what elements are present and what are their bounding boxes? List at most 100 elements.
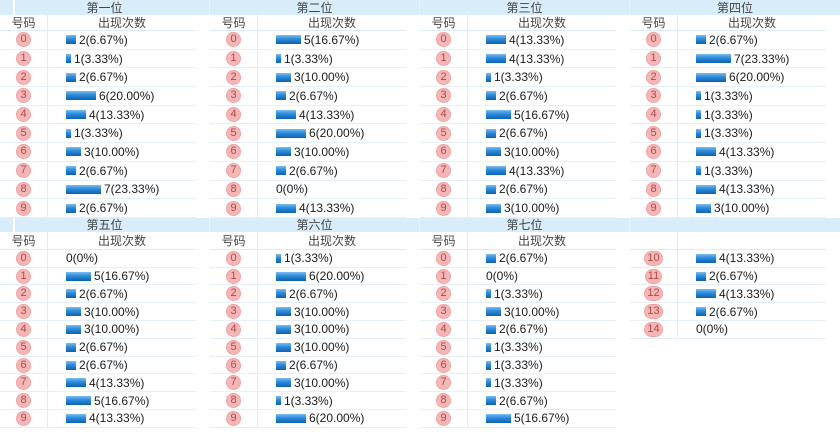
count-cell: 3(10.00%)	[258, 303, 406, 322]
count-label: 2(6.67%)	[709, 269, 758, 284]
count-cell: 1(3.33%)	[258, 50, 406, 69]
count-cell: 6(20.00%)	[258, 268, 406, 286]
number-badge: 7	[16, 375, 31, 391]
frequency-bar	[696, 184, 716, 194]
number-cell: 3	[420, 87, 468, 106]
frequency-bar	[66, 289, 76, 299]
frequency-bar	[276, 128, 306, 138]
number-cell: 7	[210, 374, 258, 393]
number-cell: 3	[210, 303, 258, 322]
count-label: 3(10.00%)	[714, 201, 770, 216]
table-header-row: 号码 出现次数	[210, 15, 420, 31]
count-label: 1(3.33%)	[494, 340, 543, 355]
frequency-bar	[66, 128, 71, 138]
count-cell: 6(20.00%)	[48, 87, 196, 106]
number-cell: 3	[420, 303, 468, 322]
table-row: 7 1(3.33%)	[630, 161, 840, 181]
count-cell: 6(20.00%)	[258, 410, 406, 428]
number-badge: 1	[226, 268, 241, 284]
frequency-table: 号码 出现次数 0 5(16.67%) 1 1(3.33%) 2 3(10.00…	[210, 15, 420, 218]
count-cell: 2(6.67%)	[468, 87, 616, 106]
count-label: 4(13.33%)	[509, 163, 565, 178]
table-row: 14 0(0%)	[630, 321, 840, 339]
title-band: 第一位 第二位 第三位 第四位	[0, 0, 840, 15]
count-cell: 4(13.33%)	[678, 143, 826, 162]
table-row: 9 4(13.33%)	[210, 199, 420, 218]
position-title: 第三位	[420, 0, 630, 15]
number-cell: 4	[210, 105, 258, 125]
count-cell: 2(6.67%)	[258, 162, 406, 181]
count-cell: 4(13.33%)	[678, 181, 826, 200]
table-row: 2 1(3.33%)	[420, 285, 630, 304]
number-badge: 2	[16, 286, 31, 302]
count-cell: 1(3.33%)	[468, 357, 616, 375]
number-badge: 8	[646, 181, 661, 197]
count-cell: 2(6.67%)	[48, 199, 196, 218]
count-cell: 3(10.00%)	[258, 339, 406, 357]
count-cell: 2(6.67%)	[48, 31, 196, 50]
count-label: 0(0%)	[696, 322, 729, 337]
number-badge: 0	[226, 32, 241, 48]
table-row: 5 3(10.00%)	[210, 338, 420, 357]
number-cell: 8	[0, 180, 48, 200]
table-row: 1 5(16.67%)	[0, 267, 210, 286]
table-row: 2 2(6.67%)	[0, 68, 210, 88]
number-cell: 0	[630, 31, 678, 50]
number-badge: 9	[16, 200, 31, 216]
count-cell: 6(20.00%)	[258, 124, 406, 144]
count-label: 6(20.00%)	[309, 269, 365, 284]
table-row: 9 3(10.00%)	[630, 199, 840, 218]
number-column-header: 号码	[0, 15, 48, 31]
count-column-header	[678, 232, 826, 250]
table-row: 5 1(3.33%)	[0, 124, 210, 144]
table-row: 3 2(6.67%)	[420, 87, 630, 106]
number-cell: 5	[420, 338, 468, 357]
number-cell: 0	[420, 31, 468, 50]
number-badge: 1	[436, 51, 451, 67]
count-label: 2(6.67%)	[289, 88, 338, 103]
number-cell: 4	[420, 321, 468, 339]
number-badge: 0	[16, 250, 31, 266]
table-row: 7 4(13.33%)	[420, 161, 630, 181]
table-row: 0 1(3.33%)	[210, 249, 420, 268]
count-cell: 3(10.00%)	[48, 321, 196, 339]
count-label: 4(13.33%)	[719, 251, 775, 266]
position-title	[630, 218, 840, 232]
count-label: 4(13.33%)	[89, 411, 145, 426]
number-cell: 9	[210, 199, 258, 218]
frequency-bar	[66, 54, 71, 64]
table-row: 6 2(6.67%)	[0, 356, 210, 375]
number-badge: 4	[436, 321, 451, 337]
frequency-bar	[486, 378, 491, 388]
position-section: 第五位 第六位 第七位 号码 出现次数 0 0(0%) 1 5(16.67%) 2 …	[0, 217, 840, 428]
number-column-header: 号码	[630, 15, 678, 31]
number-cell: 12	[630, 285, 678, 304]
count-cell: 2(6.67%)	[258, 357, 406, 375]
number-badge: 0	[436, 250, 451, 266]
number-badge: 5	[16, 125, 31, 141]
count-label: 6(20.00%)	[99, 88, 155, 103]
table-row: 7 2(6.67%)	[210, 161, 420, 181]
number-cell: 6	[0, 143, 48, 162]
count-label: 3(10.00%)	[294, 375, 350, 390]
count-label: 1(3.33%)	[74, 51, 123, 66]
number-cell: 8	[210, 392, 258, 411]
number-cell: 7	[0, 161, 48, 181]
count-cell: 1(3.33%)	[48, 50, 196, 69]
frequency-bar	[486, 289, 491, 299]
count-cell: 2(6.67%)	[48, 68, 196, 88]
table-row: 4 5(16.67%)	[420, 105, 630, 125]
number-cell: 7	[420, 161, 468, 181]
number-badge: 1	[646, 51, 661, 67]
frequency-bar	[66, 396, 91, 406]
frequency-bar	[66, 324, 81, 334]
frequency-bar	[486, 324, 496, 334]
frequency-bar	[276, 378, 291, 388]
number-badge: 6	[226, 144, 241, 160]
tables-row: 号码 出现次数 0 2(6.67%) 1 1(3.33%) 2 2(6.67%)	[0, 15, 840, 218]
table-row: 6 3(10.00%)	[210, 143, 420, 162]
table-row: 0 4(13.33%)	[420, 31, 630, 50]
count-label: 2(6.67%)	[709, 304, 758, 319]
count-label: 2(6.67%)	[499, 322, 548, 337]
